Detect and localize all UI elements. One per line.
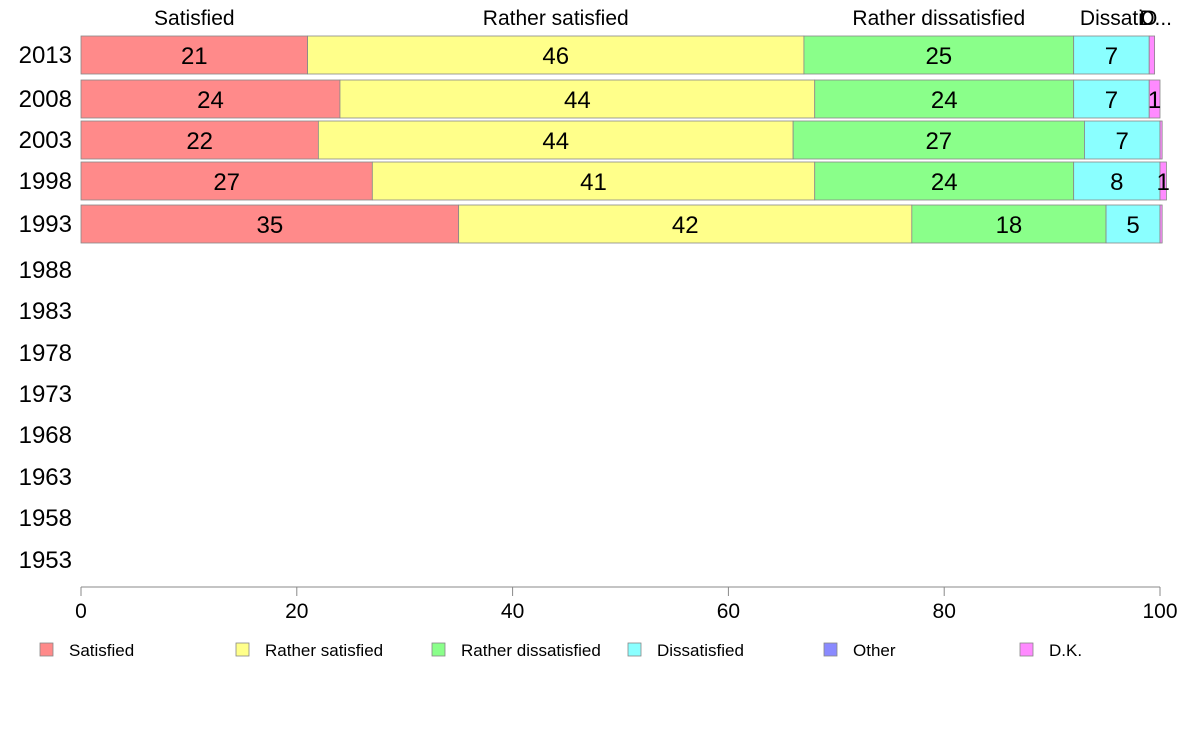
bar-value-label: 22: [186, 128, 213, 155]
bar-value-label: 18: [996, 212, 1023, 239]
y-tick-label: 2008: [19, 86, 72, 113]
bar-segment: [1148, 35, 1156, 75]
bar-segment: [814, 161, 1075, 201]
legend-label: Satisfied: [69, 641, 134, 660]
bar-value-label: 7: [1105, 87, 1118, 114]
legend-swatch: [39, 642, 54, 657]
bar-segment: [307, 35, 805, 75]
bar-value-label: 7: [1105, 43, 1118, 70]
top-series-label: O: [1141, 7, 1157, 30]
bar-value-label: 27: [925, 128, 952, 155]
y-tick-label: 1968: [19, 422, 72, 449]
bar-value-label: 24: [931, 169, 958, 196]
y-tick-label: 1973: [19, 381, 72, 408]
bar-segment: [1159, 161, 1167, 201]
bar-value-label: 27: [213, 169, 240, 196]
bar-value-label: 8: [1110, 169, 1123, 196]
legend-label: Other: [853, 641, 896, 660]
y-tick-label: 1988: [19, 257, 72, 284]
y-tick-label: 2003: [19, 127, 72, 154]
top-series-label: Satisfied: [154, 7, 235, 30]
bar-segment: [792, 120, 1085, 160]
y-axis-tick-labels: 2013 2008 2003 1998 1993 1988 1983 1978 1973 1968…: [19, 42, 72, 574]
bar-segment: [814, 79, 1075, 119]
top-series-label: D...: [1139, 7, 1172, 30]
top-series-label: Rather dissatisfied: [852, 7, 1025, 30]
bar-segment: [80, 161, 373, 201]
x-tick-label: 20: [285, 600, 308, 623]
bar-value-label: 42: [672, 212, 699, 239]
bar-stacks: [80, 35, 1167, 244]
bar-value-label: 41: [580, 169, 607, 196]
bar-segment: [80, 204, 460, 244]
bar-data-labels: 21 46 25 724 44 24 7 122 44 27 727 41 24 8 135 42 18 5: [181, 43, 1170, 239]
bar-value-label: 1: [1157, 169, 1170, 196]
bar-value-label: 21: [181, 43, 208, 70]
bar-segment: [80, 120, 319, 160]
top-series-label: Rather satisfied: [483, 7, 629, 30]
x-tick-label: 0: [75, 600, 87, 623]
bar-segment: [458, 204, 913, 244]
y-tick-label: 2013: [19, 42, 72, 69]
top-series-label: Dissati: [1080, 7, 1143, 30]
legend: Satisfied Rather satisfied Rather dissatis…: [39, 641, 1082, 660]
bar-value-label: 5: [1126, 212, 1139, 239]
bar-segment: [911, 204, 1107, 244]
x-tick-label: 80: [933, 600, 956, 623]
bar-segment: [1159, 120, 1163, 160]
bar-value-label: 35: [256, 212, 283, 239]
x-axis: 0 20 40 60 80 100: [75, 586, 1178, 623]
bar-value-label: 44: [564, 87, 591, 114]
x-tick-label: 40: [501, 600, 524, 623]
bar-value-label: 7: [1116, 128, 1129, 155]
bar-segment: [1105, 204, 1161, 244]
bar-segment: [80, 79, 341, 119]
bar-value-label: 24: [197, 87, 224, 114]
legend-swatch: [823, 642, 838, 657]
bar-value-label: 44: [542, 128, 569, 155]
legend-swatch: [431, 642, 446, 657]
x-tick-label: 100: [1142, 600, 1177, 623]
legend-label: Dissatisfied: [657, 641, 744, 660]
bar-segment: [371, 161, 816, 201]
bar-segment: [1073, 79, 1150, 119]
y-tick-label: 1953: [19, 547, 72, 574]
legend-swatch: [1019, 642, 1034, 657]
y-tick-label: 1978: [19, 340, 72, 367]
y-tick-label: 1963: [19, 464, 72, 491]
y-tick-label: 1993: [19, 211, 72, 238]
bar-value-label: 46: [542, 43, 569, 70]
legend-label: Rather satisfied: [265, 641, 383, 660]
bar-segment: [1159, 204, 1163, 244]
bar-value-label: 1: [1148, 87, 1161, 114]
top-series-labels: Satisfied Rather satisfied Rather dissatis…: [154, 7, 1172, 30]
y-tick-label: 1998: [19, 168, 72, 195]
legend-label: Rather dissatisfied: [461, 641, 601, 660]
legend-swatch: [627, 642, 642, 657]
legend-label: D.K.: [1049, 641, 1082, 660]
y-tick-label: 1983: [19, 298, 72, 325]
bar-value-label: 25: [925, 43, 952, 70]
bar-segment: [1148, 79, 1161, 119]
y-tick-label: 1958: [19, 505, 72, 532]
bar-segment: [317, 120, 794, 160]
bar-segment: [339, 79, 816, 119]
x-tick-label: 60: [717, 600, 740, 623]
legend-swatch: [235, 642, 250, 657]
bar-segment: [1073, 161, 1161, 201]
bar-value-label: 24: [931, 87, 958, 114]
